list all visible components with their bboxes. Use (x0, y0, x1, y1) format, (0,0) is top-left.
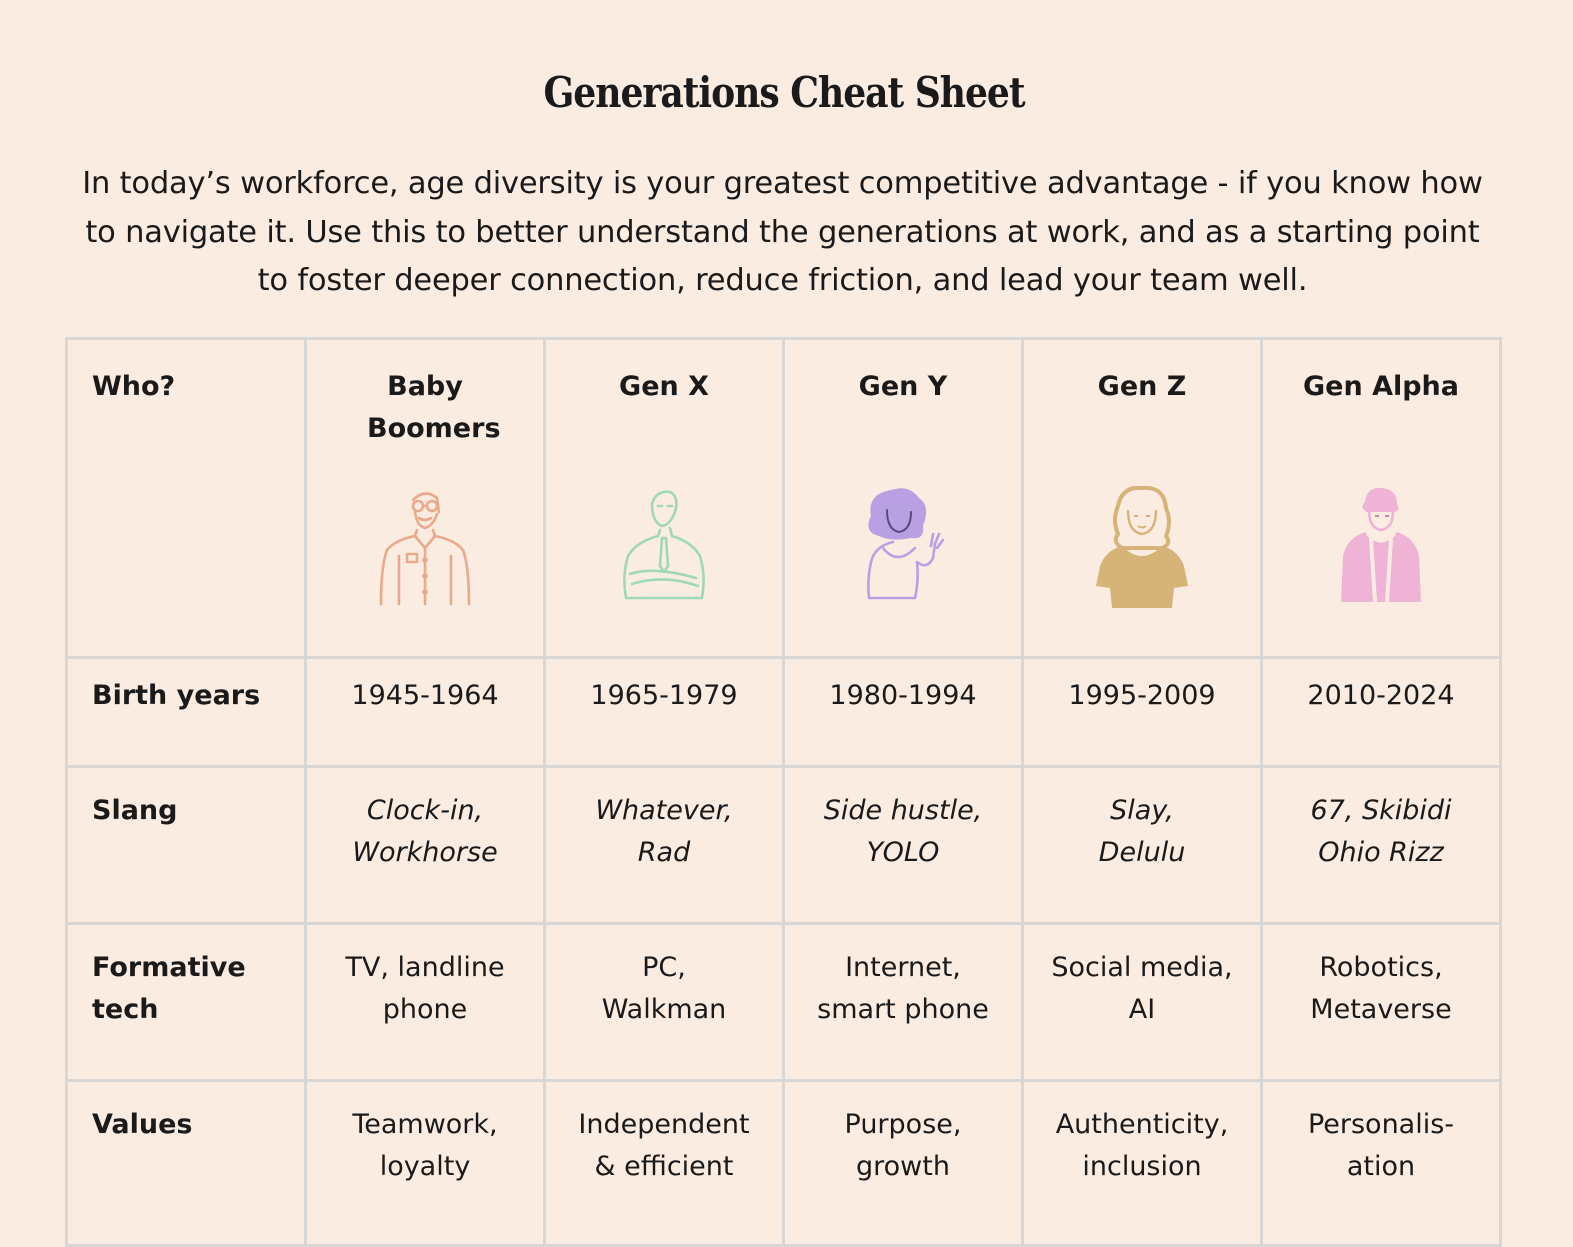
table-cell: Authenticity, inclusion (1021, 1079, 1263, 1247)
gen-name: Gen Y (858, 371, 948, 402)
table-row: Values Teamwork, loyalty Independent & eff… (65, 1079, 1502, 1247)
table-cell: Internet, smart phone (782, 922, 1024, 1082)
gen-name: Baby Boomers (367, 371, 501, 444)
man-tie-arms-crossed-icon (623, 490, 705, 600)
table-row: Birth years 1945-1964 1965-1979 1980-199… (65, 656, 1502, 768)
table-cell: Purpose, growth (782, 1079, 1024, 1247)
table-row: Slang Clock-in, Workhorse Whatever, Rad Si… (65, 765, 1502, 925)
table-cell: Whatever, Rad (543, 765, 785, 925)
table-cell: 67, Skibidi Ohio Rizz (1260, 765, 1502, 925)
table-cell: Teamwork, loyalty (304, 1079, 546, 1247)
woman-curly-hair-waving-icon (867, 488, 945, 600)
gen-header-gen-alpha: Gen Alpha (1260, 337, 1502, 659)
gen-name: Gen Z (1097, 371, 1187, 402)
table-cell: 1945-1964 (304, 656, 546, 768)
older-man-glasses-beard-icon (379, 492, 471, 606)
gen-header-baby-boomers: Baby Boomers (304, 337, 546, 659)
gen-header-gen-z: Gen Z (1021, 337, 1263, 659)
row-label-values: Values (65, 1079, 307, 1247)
table-cell: PC, Walkman (543, 922, 785, 1082)
table-cell: 1965-1979 (543, 656, 785, 768)
kid-hoodie-icon (1341, 487, 1421, 603)
table-cell: 2010-2024 (1260, 656, 1502, 768)
page-title: Generations Cheat Sheet (543, 68, 1025, 117)
row-label-birth-years: Birth years (65, 656, 307, 768)
table-cell: Social media, AI (1021, 922, 1263, 1082)
table-cell: Personalis-ation (1260, 1079, 1502, 1247)
table-cell: Robotics, Metaverse (1260, 922, 1502, 1082)
table-cell: 1980-1994 (782, 656, 1024, 768)
intro-paragraph: In today’s workforce, age diversity is y… (82, 166, 1483, 298)
table-row: Formative tech TV, landline phone PC, Walkm… (65, 922, 1502, 1082)
row-label-slang: Slang (65, 765, 307, 925)
header-label-cell: Who? (65, 337, 307, 659)
table-cell: TV, landline phone (304, 922, 546, 1082)
woman-wavy-hair-tshirt-icon (1096, 486, 1188, 608)
gen-name: Gen Alpha (1302, 371, 1459, 402)
gen-header-gen-y: Gen Y (782, 337, 1024, 659)
table-cell: Side hustle, YOLO (782, 765, 1024, 925)
gen-name: Gen X (619, 371, 709, 402)
table-cell: Clock-in, Workhorse (304, 765, 546, 925)
table-cell: Slay, Delulu (1021, 765, 1263, 925)
table-cell: Independent & efficient (543, 1079, 785, 1247)
table-header-row: Who? Baby Boomers (65, 337, 1502, 659)
row-label-formative-tech: Formative tech (65, 922, 307, 1082)
gen-header-gen-x: Gen X (543, 337, 785, 659)
table-cell: 1995-2009 (1021, 656, 1263, 768)
generations-table: Who? Baby Boomers (65, 337, 1502, 1247)
